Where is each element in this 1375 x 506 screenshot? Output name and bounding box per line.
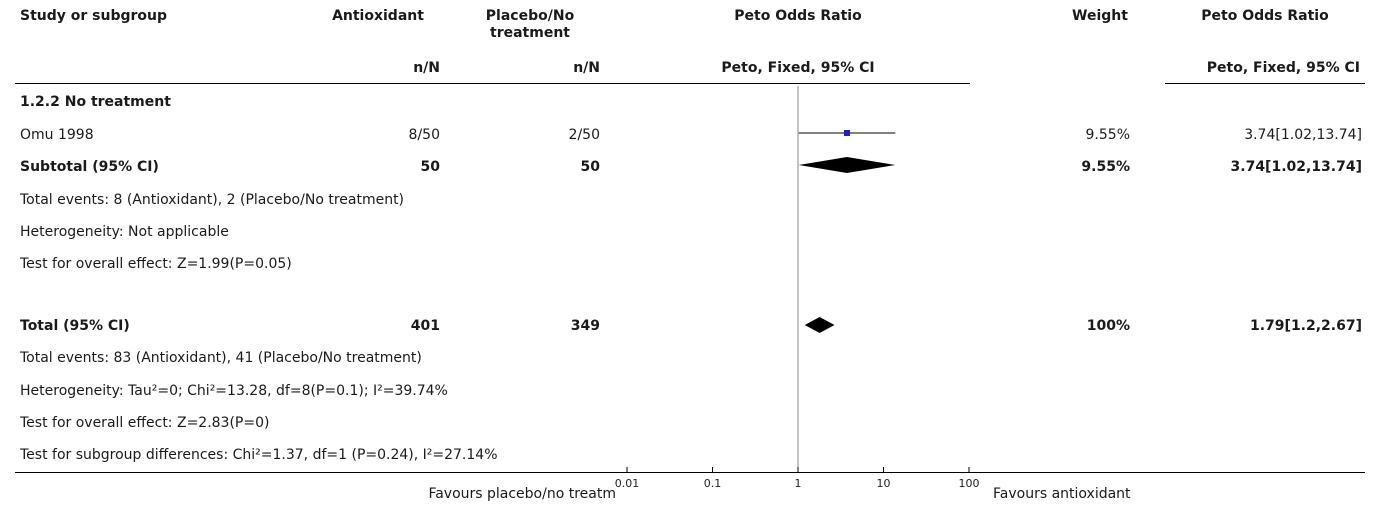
subtotal-diamond bbox=[798, 157, 896, 173]
axis-tick-label: 1 bbox=[795, 477, 802, 490]
total-ctrl: 349 bbox=[570, 318, 600, 334]
subtotal-label: Subtotal (95% CI) bbox=[20, 159, 159, 175]
study-ci: 3.74[1.02,13.74] bbox=[1244, 127, 1362, 143]
subtotal-ci: 3.74[1.02,13.74] bbox=[1230, 159, 1362, 175]
study-weight: 9.55% bbox=[1085, 127, 1130, 143]
study-exp: 8/50 bbox=[408, 127, 440, 143]
header-method: Peto, Fixed, 95% CI bbox=[721, 60, 875, 76]
header-rule-mid bbox=[625, 83, 970, 84]
header-ctrl-sub: n/N bbox=[573, 60, 600, 76]
favours-right: Favours antioxidant bbox=[993, 486, 1131, 502]
favours-left: Favours placebo/no treatm bbox=[428, 486, 616, 502]
header-rule-right bbox=[1165, 83, 1365, 84]
subgroup-differences: Test for subgroup differences: Chi²=1.37… bbox=[20, 447, 498, 463]
total-overall: Test for overall effect: Z=2.83(P=0) bbox=[20, 415, 270, 431]
bottom-rule bbox=[15, 472, 1365, 473]
total-ci: 1.79[1.2,2.67] bbox=[1250, 318, 1362, 334]
header-odds-ratio: Peto Odds Ratio bbox=[734, 8, 862, 24]
header-rule-left bbox=[15, 83, 625, 84]
axis-tick-label: 10 bbox=[877, 477, 891, 490]
total-label: Total (95% CI) bbox=[20, 318, 130, 334]
axis-tick-label: 0.1 bbox=[704, 477, 722, 490]
header-odds-ratio-2: Peto Odds Ratio bbox=[1201, 8, 1329, 24]
header-method-2: Peto, Fixed, 95% CI bbox=[1206, 60, 1360, 76]
subgroup-overall: Test for overall effect: Z=1.99(P=0.05) bbox=[20, 256, 292, 272]
study-name: Omu 1998 bbox=[20, 127, 94, 143]
study-point bbox=[843, 130, 850, 136]
subtotal-ctrl: 50 bbox=[580, 159, 600, 175]
total-heterogeneity: Heterogeneity: Tau²=0; Chi²=13.28, df=8(… bbox=[20, 383, 448, 399]
axis-tick-label: 0.01 bbox=[615, 477, 640, 490]
total-events: Total events: 83 (Antioxidant), 41 (Plac… bbox=[20, 350, 422, 366]
total-weight: 100% bbox=[1086, 318, 1130, 334]
header-exp-sub: n/N bbox=[413, 60, 440, 76]
total-diamond bbox=[804, 317, 835, 333]
header-antioxidant: Antioxidant bbox=[332, 8, 424, 24]
header-placebo: Placebo/No treatment bbox=[485, 8, 575, 41]
header-weight: Weight bbox=[1072, 8, 1128, 24]
subgroup-events: Total events: 8 (Antioxidant), 2 (Placeb… bbox=[20, 192, 405, 208]
total-exp: 401 bbox=[410, 318, 440, 334]
header-study: Study or subgroup bbox=[20, 8, 168, 24]
subgroup-heterogeneity: Heterogeneity: Not applicable bbox=[20, 224, 229, 240]
subtotal-exp: 50 bbox=[420, 159, 440, 175]
subgroup-title: 1.2.2 No treatment bbox=[20, 94, 171, 110]
axis-tick-label: 100 bbox=[959, 477, 980, 490]
study-ctrl: 2/50 bbox=[568, 127, 600, 143]
subtotal-weight: 9.55% bbox=[1081, 159, 1130, 175]
